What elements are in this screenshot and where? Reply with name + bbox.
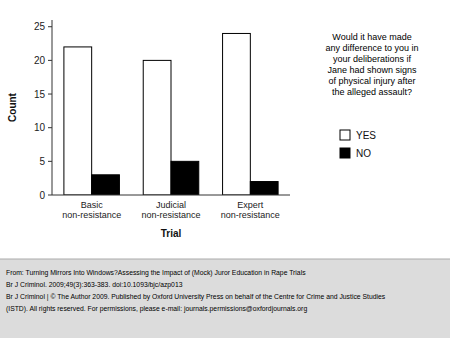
y-tick [48,26,52,27]
y-tick [48,127,52,128]
bar [223,33,251,195]
y-tick-label: 25 [34,21,46,32]
footer-background [0,259,450,338]
legend-swatch [340,130,350,140]
annotation: Would it have madeany difference to you … [326,32,419,97]
y-tick-label: 15 [34,89,46,100]
bar [64,47,92,195]
annotation-line: any difference to you in [326,43,419,53]
annotation-line: the alleged assault? [332,87,412,97]
x-tick-label-line: Basic [81,200,104,210]
x-tick-label-line: Expert [237,200,264,210]
bar [171,161,199,195]
bars [64,33,278,195]
footer-line: (ISTD). All rights reserved. For permiss… [6,305,307,313]
footer-separator [0,259,450,260]
x-tick-label: Judicialnon-resistance [141,200,200,220]
y-tick-label: 10 [34,122,46,133]
x-tick-label-line: non-resistance [141,210,200,220]
bar [92,175,120,195]
y-axis-label: Count [7,92,18,122]
annotation-line: Would it have made [332,32,411,42]
x-tick-label-line: Judicial [156,200,186,210]
y-tick [48,161,52,162]
x-tick-label-line: non-resistance [221,210,280,220]
legend-label: NO [356,148,371,159]
x-axis [52,195,290,196]
bar [143,60,171,195]
y-tick [48,60,52,61]
x-axis-label: Trial [161,228,182,239]
y-tick-label: 5 [39,156,45,167]
annotation-line: of physical injury after [328,76,415,86]
annotation-line: your deliberations if [333,54,412,64]
legend: YES NO [340,130,376,159]
background [0,0,450,338]
y-tick [48,195,52,196]
legend-label: YES [356,130,376,141]
y-axis [52,20,53,195]
y-tick [48,94,52,95]
y-tick-label: 0 [39,190,45,201]
footer-line: Br J Criminol. 2009;49(3):363-383. doi:1… [6,281,183,289]
x-tick-label-line: non-resistance [62,210,121,220]
x-tick-label: Basicnon-resistance [62,200,121,220]
footer-line: From: Turning Mirrors Into Windows?Asses… [6,269,306,277]
footer-line: Br J Criminol | © The Author 2009. Publi… [6,293,386,301]
legend-swatch [340,148,350,158]
y-tick-label: 20 [34,55,46,66]
x-tick-label: Expertnon-resistance [221,200,280,220]
bar [250,182,278,195]
annotation-line: Jane had shown signs [327,65,417,75]
chart: 0510152025Basicnon-resistanceJudicialnon… [0,0,450,338]
